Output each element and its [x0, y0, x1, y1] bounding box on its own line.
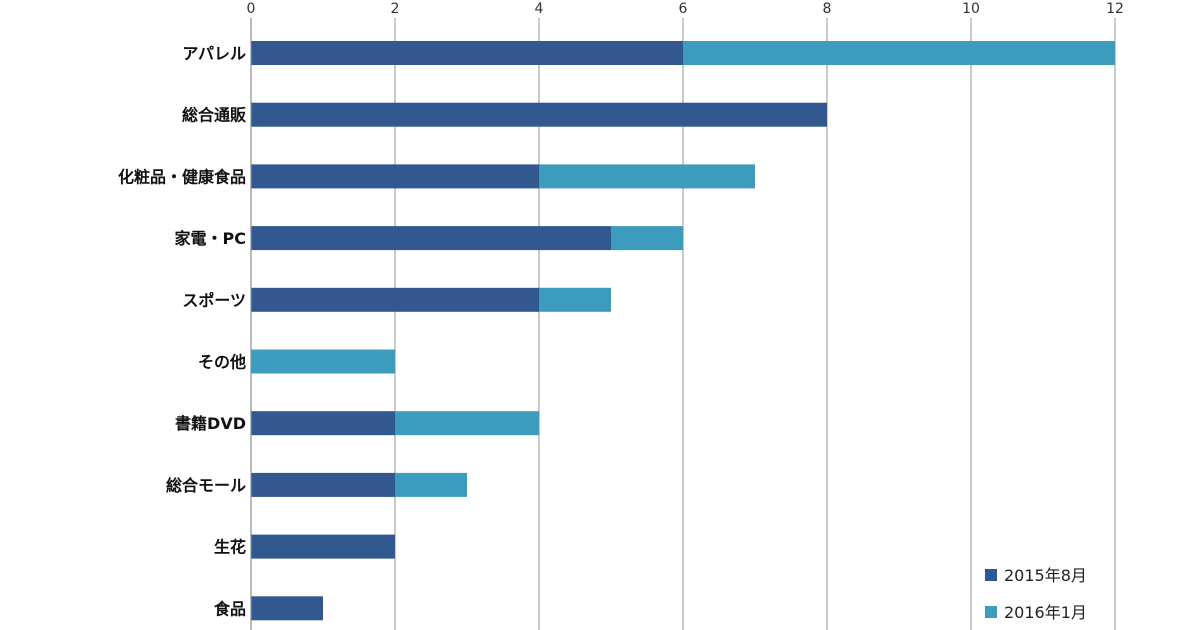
category-label: 書籍DVD: [175, 414, 246, 433]
bar-series1-0: [251, 41, 683, 65]
legend-swatch-1: [985, 569, 997, 581]
bar-series2-3: [611, 226, 683, 251]
x-tick-label: 0: [247, 1, 256, 17]
bar-series2-6: [395, 411, 539, 436]
legend-swatch-2: [985, 606, 997, 618]
category-label: 総合通販: [182, 106, 247, 125]
bar-series1-9: [251, 596, 323, 621]
bar-series1-2: [251, 164, 539, 189]
category-label: 化粧品・健康食品: [118, 167, 246, 186]
bar-series1-1: [251, 102, 827, 127]
legend-label-1: 2015年8月: [1004, 566, 1087, 585]
category-label: スポーツ: [182, 291, 246, 310]
bar-series2-7: [395, 472, 467, 497]
category-label: アパレル: [182, 44, 246, 63]
category-label: 食品: [213, 599, 246, 618]
category-label: 生花: [214, 538, 246, 557]
bar-series1-7: [251, 472, 395, 497]
bar-series2-0: [683, 41, 1115, 65]
legend-label-2: 2016年1月: [1004, 603, 1087, 622]
bar-series1-3: [251, 226, 611, 251]
category-label: 家電・PC: [175, 229, 246, 248]
bar-series1-6: [251, 411, 395, 436]
x-tick-label: 8: [823, 1, 832, 17]
bar-series1-4: [251, 287, 539, 312]
legend: 2015年8月 2016年1月: [985, 566, 1087, 622]
bars: [251, 41, 1115, 621]
x-tick-label: 4: [535, 1, 544, 17]
category-label: 総合モール: [166, 476, 246, 495]
bar-series2-5: [251, 349, 395, 374]
category-label: その他: [198, 353, 246, 372]
x-tick-label: 12: [1106, 1, 1124, 17]
bar-series1-8: [251, 534, 395, 559]
bar-series2-2: [539, 164, 755, 189]
x-tick-label: 2: [391, 1, 400, 17]
bar-series2-4: [539, 287, 611, 312]
x-axis-ticks: 0 2 4 6 8 10 12: [247, 1, 1124, 17]
x-tick-label: 10: [962, 1, 980, 17]
x-tick-label: 6: [679, 1, 688, 17]
